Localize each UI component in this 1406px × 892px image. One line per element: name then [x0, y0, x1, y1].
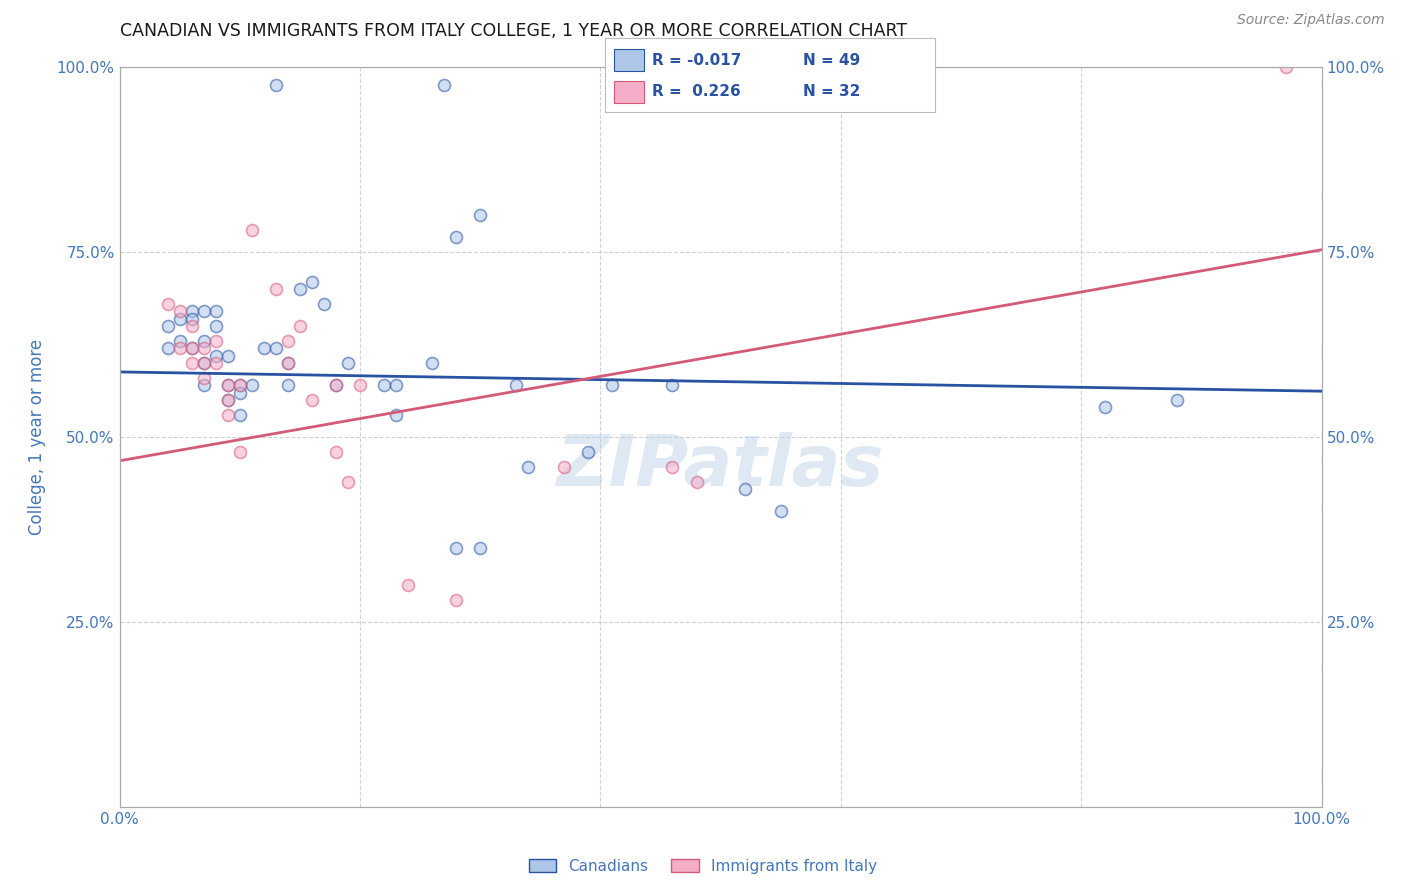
Point — [253, 341, 276, 355]
Text: ZIPatlas: ZIPatlas — [557, 433, 884, 501]
Point — [1094, 401, 1116, 415]
Bar — [614, 49, 644, 71]
Point — [193, 356, 215, 370]
Point — [217, 378, 239, 392]
Point — [156, 297, 179, 311]
Point — [264, 78, 287, 93]
Point — [325, 378, 347, 392]
Point — [156, 319, 179, 334]
Point — [301, 275, 323, 289]
Point — [169, 311, 191, 326]
Point — [277, 378, 299, 392]
Legend: Canadians, Immigrants from Italy: Canadians, Immigrants from Italy — [523, 853, 883, 880]
Point — [204, 319, 226, 334]
Point — [240, 223, 263, 237]
Text: CANADIAN VS IMMIGRANTS FROM ITALY COLLEGE, 1 YEAR OR MORE CORRELATION CHART: CANADIAN VS IMMIGRANTS FROM ITALY COLLEG… — [120, 22, 907, 40]
Point — [769, 504, 792, 518]
Point — [505, 378, 527, 392]
Point — [193, 341, 215, 355]
Point — [228, 378, 252, 392]
Point — [433, 78, 456, 93]
Point — [217, 393, 239, 408]
Point — [385, 378, 408, 392]
Point — [576, 445, 599, 459]
Point — [228, 408, 252, 422]
Point — [193, 378, 215, 392]
Point — [156, 341, 179, 355]
Point — [193, 356, 215, 370]
Point — [193, 334, 215, 348]
Point — [193, 371, 215, 385]
Point — [336, 356, 359, 370]
Y-axis label: College, 1 year or more: College, 1 year or more — [28, 339, 45, 535]
Point — [204, 356, 226, 370]
Point — [204, 334, 226, 348]
Point — [217, 393, 239, 408]
Text: N = 49: N = 49 — [803, 53, 860, 68]
Point — [602, 378, 624, 392]
Point — [277, 356, 299, 370]
Point — [277, 334, 299, 348]
Text: R =  0.226: R = 0.226 — [652, 84, 741, 99]
Point — [734, 482, 756, 496]
Point — [517, 459, 540, 474]
Point — [325, 378, 347, 392]
Point — [204, 304, 226, 318]
Point — [180, 311, 202, 326]
Point — [1166, 393, 1188, 408]
Point — [193, 304, 215, 318]
Point — [180, 341, 202, 355]
Point — [373, 378, 395, 392]
Point — [468, 208, 492, 222]
Point — [169, 341, 191, 355]
Text: R = -0.017: R = -0.017 — [652, 53, 742, 68]
Point — [228, 385, 252, 400]
Point — [228, 378, 252, 392]
Point — [180, 304, 202, 318]
Point — [349, 378, 371, 392]
Point — [325, 445, 347, 459]
Point — [444, 593, 467, 607]
Bar — [614, 81, 644, 103]
Point — [553, 459, 575, 474]
Point — [288, 319, 311, 334]
Point — [1274, 60, 1296, 74]
Point — [301, 393, 323, 408]
Point — [204, 349, 226, 363]
Point — [336, 475, 359, 489]
Point — [385, 408, 408, 422]
Point — [661, 378, 683, 392]
Point — [180, 356, 202, 370]
Point — [288, 282, 311, 296]
Point — [180, 341, 202, 355]
Text: N = 32: N = 32 — [803, 84, 860, 99]
Point — [277, 356, 299, 370]
Text: Source: ZipAtlas.com: Source: ZipAtlas.com — [1237, 12, 1385, 27]
Point — [264, 341, 287, 355]
Point — [420, 356, 443, 370]
Point — [217, 408, 239, 422]
Point — [240, 378, 263, 392]
Point — [312, 297, 335, 311]
Point — [685, 475, 707, 489]
Point — [661, 459, 683, 474]
Point — [228, 445, 252, 459]
Point — [180, 319, 202, 334]
Point — [396, 578, 419, 592]
Point — [169, 334, 191, 348]
Point — [217, 378, 239, 392]
Point — [444, 230, 467, 244]
Point — [169, 304, 191, 318]
Point — [264, 282, 287, 296]
Point — [444, 541, 467, 555]
Point — [468, 541, 492, 555]
Point — [217, 349, 239, 363]
